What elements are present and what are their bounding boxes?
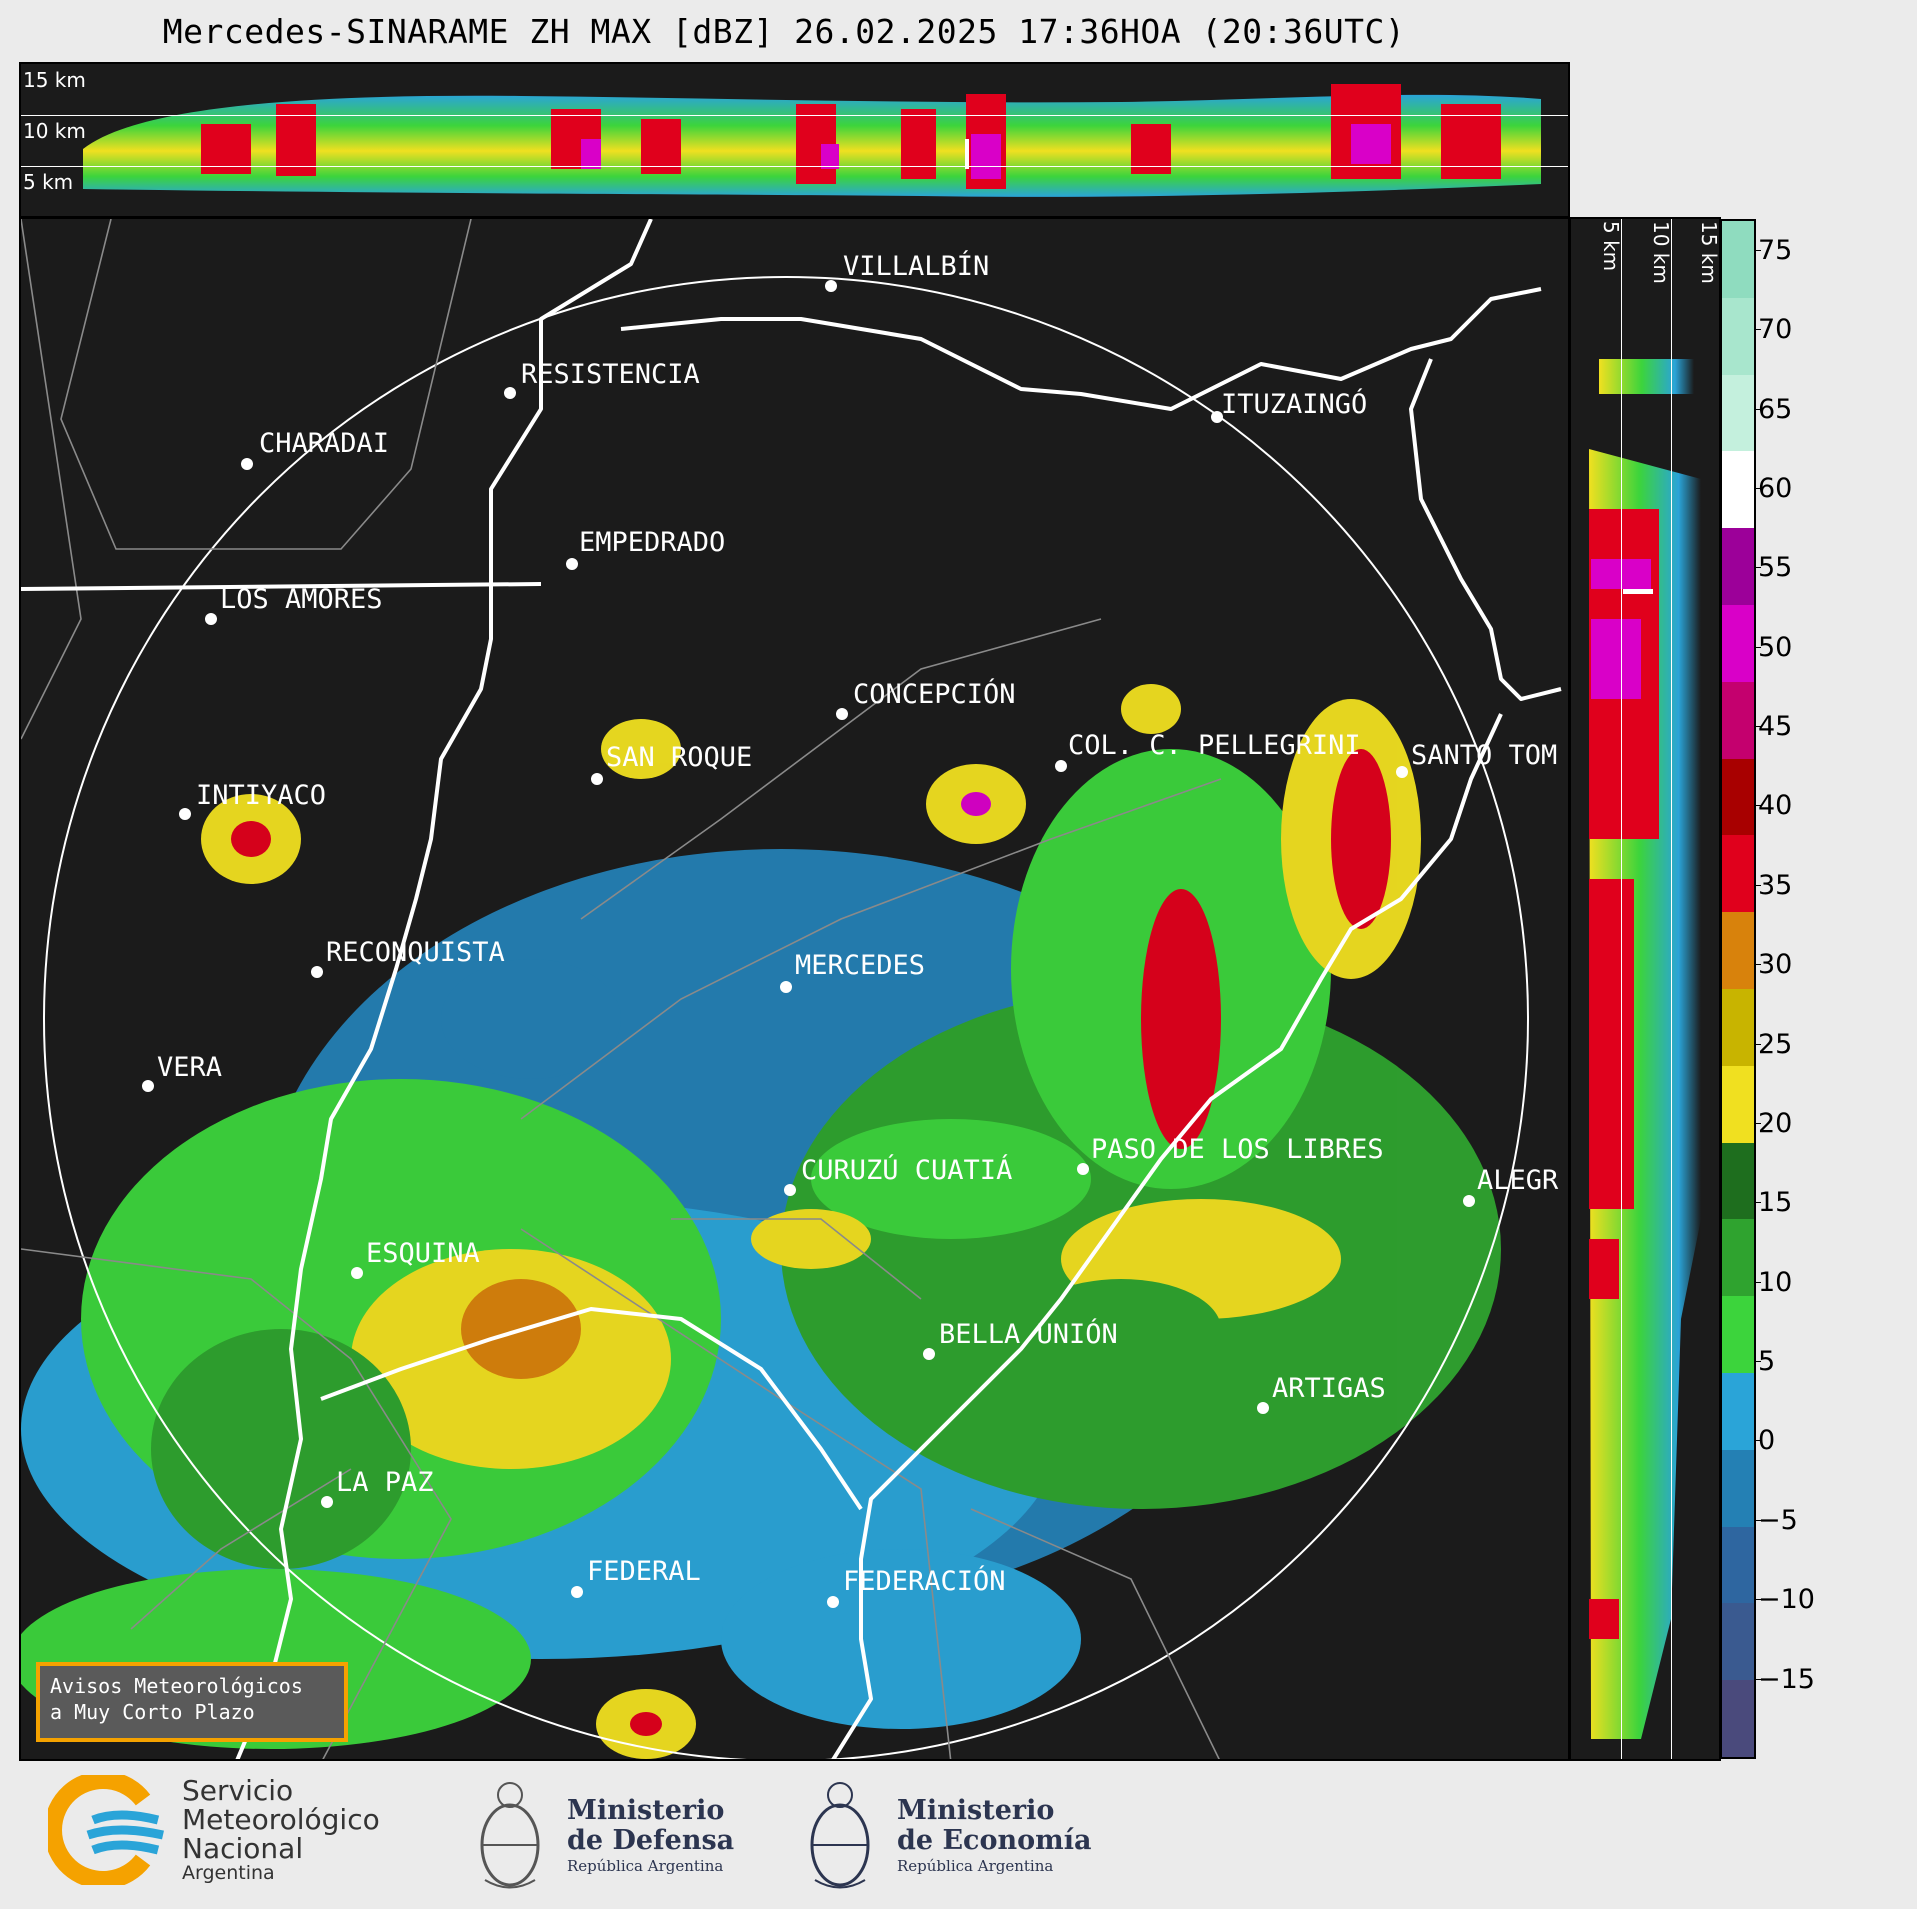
colorbar-segment	[1722, 1219, 1754, 1298]
colorbar-tick-label: 65	[1753, 393, 1793, 425]
city-label-vera: VERA	[157, 1052, 222, 1083]
city-label-artigas: ARTIGAS	[1272, 1373, 1386, 1404]
colorbar-tick-label: 0	[1753, 1425, 1776, 1457]
argentina-coat-of-arms-icon	[810, 1782, 870, 1889]
city-label-reconquista: RECONQUISTA	[326, 937, 505, 968]
smn-name: Servicio Meteorológico Nacional Argentin…	[182, 1774, 380, 1884]
colorbar-tick-label: 15	[1753, 1187, 1793, 1219]
chart-title: Mercedes-SINARAME ZH MAX [dBZ] 26.02.202…	[162, 12, 1406, 51]
radar-map-panel: VILLALBÍN RESISTENCIA CHARADAI ITUZAINGÓ…	[19, 217, 1570, 1761]
colorbar-tick-label: 10	[1753, 1266, 1793, 1298]
height-label-5km: 5 km	[1599, 221, 1623, 272]
colorbar-tick-label: 50	[1753, 631, 1793, 663]
city-label-federal: FEDERAL	[587, 1556, 701, 1587]
city-label-mercedes: MERCEDES	[795, 950, 925, 981]
colorbar-segment	[1722, 528, 1754, 606]
city-label-villalbin: VILLALBÍN	[843, 250, 989, 282]
colorbar-segment	[1722, 989, 1754, 1067]
city-label-bella-union: BELLA UNIÓN	[939, 1318, 1118, 1350]
reflectivity-echoes	[21, 684, 1501, 1759]
city-label-concepcion: CONCEPCIÓN	[853, 678, 1016, 710]
colorbar-segment	[1722, 451, 1754, 530]
side-cross-section-panel: 5 km 10 km 15 km	[1569, 217, 1721, 1761]
city-label-intiyaco: INTIYACO	[196, 780, 326, 811]
colorbar-tick-label: 5	[1753, 1346, 1776, 1378]
city-label-charadai: CHARADAI	[259, 428, 389, 459]
colorbar-segment	[1722, 1296, 1754, 1374]
top-cross-section-panel: 15 km 10 km 5 km	[19, 62, 1570, 218]
colorbar-segment	[1722, 758, 1754, 837]
colorbar-segment	[1722, 1142, 1754, 1221]
colorbar-tick-label: 70	[1753, 314, 1793, 346]
short-term-warnings-box: Avisos Meteorológicos a Muy Corto Plazo	[36, 1662, 348, 1742]
smn-logo-icon	[48, 1775, 164, 1885]
colorbar-segment	[1722, 1526, 1754, 1605]
side-echo-profile	[1589, 359, 1701, 1739]
colorbar-tick-label: 30	[1753, 949, 1793, 981]
colorbar-tick-label: −15	[1754, 1663, 1815, 1695]
colorbar-segment	[1722, 374, 1754, 453]
city-label-ituzaingo: ITUZAINGÓ	[1221, 388, 1367, 420]
city-label-alegrete: ALEGR	[1477, 1165, 1559, 1196]
height-label-15km: 15 km	[1697, 221, 1721, 284]
dbz-colorbar	[1720, 219, 1756, 1759]
colorbar-tick-label: 40	[1753, 790, 1793, 822]
notice-line-2: a Muy Corto Plazo	[50, 1700, 255, 1724]
city-label-santo-tome: SANTO TOM	[1411, 740, 1557, 771]
city-markers: VILLALBÍN RESISTENCIA CHARADAI ITUZAINGÓ…	[142, 250, 1559, 1608]
country-borders	[21, 219, 1562, 1759]
city-label-col-pellegrini: COL. C. PELLEGRINI	[1068, 730, 1361, 761]
colorbar-segment	[1722, 1449, 1754, 1528]
radar-site	[780, 981, 792, 993]
height-label-5km: 5 km	[23, 170, 74, 194]
colorbar-segment	[1722, 1065, 1754, 1144]
city-label-paso-de-los-libres: PASO DE LOS LIBRES	[1091, 1134, 1384, 1165]
range-ring	[43, 276, 1529, 1759]
ministerio-defensa: Ministerio de Defensa República Argentin…	[567, 1795, 735, 1876]
colorbar-segment	[1722, 912, 1754, 990]
city-label-los-amores: LOS AMORES	[220, 584, 383, 615]
city-label-federacion: FEDERACIÓN	[843, 1565, 1006, 1597]
city-label-esquina: ESQUINA	[366, 1238, 480, 1269]
top-echo-profile	[83, 84, 1541, 197]
colorbar-segment	[1722, 605, 1754, 683]
admin-boundaries	[21, 219, 1222, 1759]
colorbar-tick-label: 20	[1753, 1107, 1793, 1139]
city-label-empedrado: EMPEDRADO	[579, 527, 725, 558]
notice-line-1: Avisos Meteorológicos	[50, 1674, 303, 1698]
colorbar-tick-label: −5	[1754, 1504, 1798, 1536]
city-dot	[825, 280, 837, 292]
argentina-coat-of-arms-icon	[480, 1782, 540, 1889]
colorbar-segment	[1722, 1373, 1754, 1451]
colorbar-tick-label: 45	[1753, 711, 1793, 743]
colorbar-tick-label: 35	[1753, 869, 1793, 901]
ministerio-economia: Ministerio de Economía República Argenti…	[897, 1795, 1092, 1876]
city-label-resistencia: RESISTENCIA	[521, 359, 700, 390]
colorbar-segment	[1722, 681, 1754, 760]
colorbar-segment	[1722, 1680, 1754, 1757]
colorbar-tick-label: 75	[1753, 234, 1793, 266]
height-label-10km: 10 km	[23, 119, 86, 143]
colorbar-tick-label: 60	[1753, 472, 1793, 504]
city-label-curuzu-cuatia: CURUZÚ CUATIÁ	[801, 1154, 1012, 1186]
colorbar-segment	[1722, 1603, 1754, 1682]
height-label-10km: 10 km	[1649, 221, 1673, 284]
radar-map: VILLALBÍN RESISTENCIA CHARADAI ITUZAINGÓ…	[21, 219, 1562, 1759]
colorbar-tick-label: 25	[1753, 1028, 1793, 1060]
colorbar-segment	[1722, 297, 1754, 376]
colorbar-segment	[1722, 835, 1754, 914]
colorbar-tick-label: 55	[1753, 552, 1793, 584]
city-label-la-paz: LA PAZ	[336, 1467, 434, 1498]
colorbar-segment	[1722, 221, 1754, 299]
city-label-san-roque: SAN ROQUE	[606, 742, 752, 773]
colorbar-tick-label: −10	[1754, 1584, 1815, 1616]
height-label-15km: 15 km	[23, 68, 86, 92]
